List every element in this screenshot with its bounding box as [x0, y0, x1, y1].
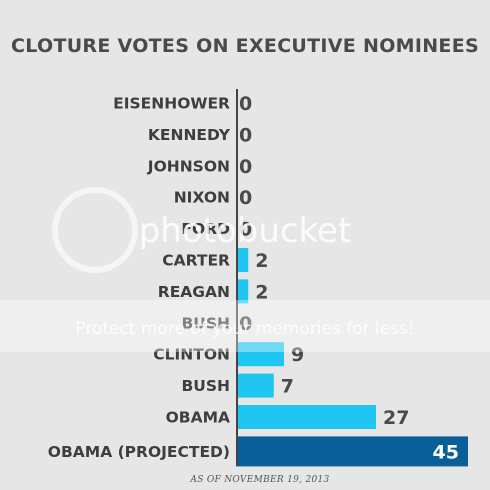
category-label: NIXON: [174, 189, 230, 207]
value-label: 0: [239, 93, 252, 115]
bar: [238, 248, 249, 272]
footnote: AS OF NOVEMBER 19, 2013: [189, 475, 329, 485]
value-label: 45: [433, 441, 459, 463]
watermark: photobucket Protect more of your memorie…: [0, 187, 490, 352]
category-label: FORD: [181, 220, 230, 238]
bars-group: EISENHOWER 0 KENNEDY 0 JOHNSON 0 NIXON 0 FORD 0 CA…: [48, 93, 468, 467]
value-label: 0: [239, 156, 252, 178]
category-label: BUSH: [181, 377, 230, 395]
value-label: 7: [281, 376, 294, 398]
watermark-band: [0, 300, 490, 352]
category-label: JOHNSON: [147, 157, 230, 175]
chart-title: CLOTURE VOTES ON EXECUTIVE NOMINEES: [11, 35, 479, 57]
bar: [238, 405, 376, 429]
value-label: 2: [255, 250, 268, 272]
category-label: CLINTON: [153, 346, 230, 364]
category-label: REAGAN: [158, 283, 230, 301]
value-label: 0: [239, 124, 252, 146]
value-label: 2: [255, 281, 268, 303]
category-label: CARTER: [162, 252, 230, 270]
bar: [238, 373, 274, 398]
value-label: 0: [239, 219, 252, 241]
watermark-tagline: Protect more of your memories for less!: [75, 319, 414, 339]
watermark-logo-icon: [52, 187, 138, 273]
category-label: BUSH: [181, 314, 230, 332]
value-label: 0: [239, 313, 252, 335]
category-label: KENNEDY: [148, 126, 231, 144]
category-label: OBAMA: [166, 409, 230, 427]
category-label: OBAMA (PROJECTED): [48, 443, 230, 461]
bar: [238, 279, 249, 304]
value-label: 27: [383, 407, 409, 429]
category-label: EISENHOWER: [113, 95, 230, 113]
watermark-brand: photobucket: [139, 211, 352, 251]
bar: [238, 436, 468, 467]
value-label: 9: [291, 344, 304, 366]
value-label: 0: [239, 187, 252, 209]
bar: [238, 342, 284, 367]
